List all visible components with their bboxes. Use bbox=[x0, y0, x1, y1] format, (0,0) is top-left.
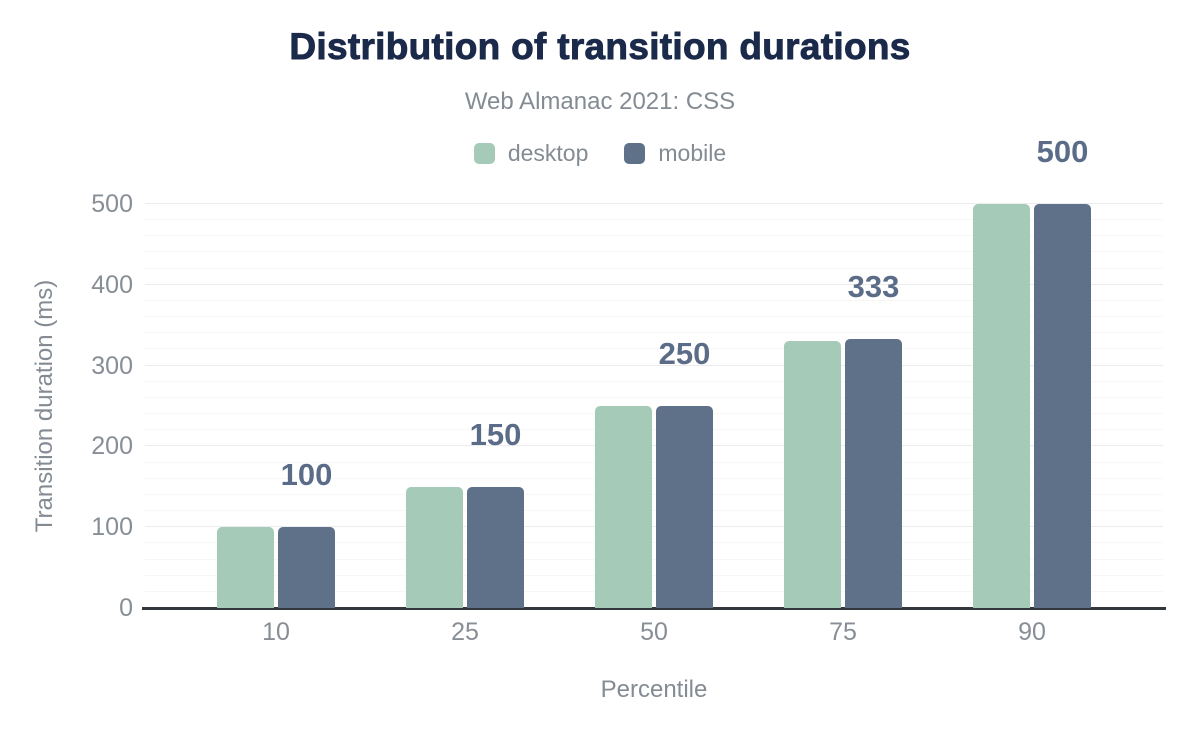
gridline-minor-360 bbox=[145, 316, 1163, 318]
gridline-major-200 bbox=[145, 445, 1163, 447]
y-tick-label-300: 300 bbox=[91, 351, 133, 380]
legend-swatch-mobile bbox=[624, 143, 646, 164]
gridline-minor-280 bbox=[145, 380, 1163, 382]
gridline-minor-160 bbox=[145, 477, 1163, 479]
legend-item-desktop[interactable]: desktop bbox=[473, 140, 589, 167]
bar-mobile-p25[interactable] bbox=[467, 486, 524, 608]
gridline-minor-20 bbox=[145, 590, 1163, 592]
gridline-minor-180 bbox=[145, 461, 1163, 463]
x-tick-label-50: 50 bbox=[640, 618, 668, 646]
bar-mobile-p75[interactable] bbox=[845, 338, 902, 608]
gridline-minor-440 bbox=[145, 251, 1163, 253]
x-axis-line bbox=[142, 607, 1166, 610]
gridline-minor-320 bbox=[145, 348, 1163, 350]
x-tick-label-75: 75 bbox=[829, 618, 857, 646]
bar-mobile-p50[interactable] bbox=[656, 406, 713, 608]
bar-desktop-p75[interactable] bbox=[784, 341, 841, 608]
gridline-minor-260 bbox=[145, 396, 1163, 398]
bar-mobile-p10[interactable] bbox=[278, 527, 335, 608]
gridline-minor-480 bbox=[145, 219, 1163, 221]
gridline-minor-60 bbox=[145, 558, 1163, 560]
gridline-minor-340 bbox=[145, 332, 1163, 334]
chart-subtitle: Web Almanac 2021: CSS bbox=[464, 88, 736, 115]
gridline-minor-420 bbox=[145, 267, 1163, 269]
value-label-p25: 150 bbox=[469, 416, 522, 452]
bar-mobile-p90[interactable] bbox=[1034, 204, 1091, 608]
gridline-minor-460 bbox=[145, 235, 1163, 237]
gridline-minor-80 bbox=[145, 542, 1163, 544]
gridline-minor-220 bbox=[145, 429, 1163, 431]
x-tick-label-10: 10 bbox=[262, 618, 290, 646]
legend-swatch-desktop bbox=[473, 143, 495, 164]
bar-desktop-p50[interactable] bbox=[595, 406, 652, 608]
gridline-minor-240 bbox=[145, 413, 1163, 415]
gridline-minor-380 bbox=[145, 299, 1163, 301]
gridline-minor-140 bbox=[145, 493, 1163, 495]
value-label-p50: 250 bbox=[658, 336, 711, 371]
plot-area: 100 150 250 333 500 bbox=[142, 134, 1166, 610]
legend-label: mobile bbox=[658, 140, 727, 166]
bar-desktop-p25[interactable] bbox=[406, 486, 463, 608]
value-label-p90: 500 bbox=[1036, 134, 1089, 169]
value-label-p75: 333 bbox=[847, 268, 900, 304]
y-axis-title: Transition duration (ms) bbox=[31, 279, 58, 533]
gridline-major-500 bbox=[145, 203, 1163, 204]
legend-label: desktop bbox=[507, 140, 589, 166]
chart-title: Distribution of transition durations bbox=[289, 26, 911, 68]
y-tick-label-200: 200 bbox=[91, 432, 133, 461]
bar-desktop-p90[interactable] bbox=[973, 204, 1030, 608]
gridline-minor-40 bbox=[145, 574, 1163, 576]
x-tick-label-90: 90 bbox=[1018, 618, 1046, 646]
gridline-minor-120 bbox=[145, 510, 1163, 512]
gridline-major-100 bbox=[145, 526, 1163, 528]
y-tick-label-100: 100 bbox=[91, 513, 133, 542]
legend: desktop mobile bbox=[0, 140, 1200, 167]
legend-item-mobile[interactable]: mobile bbox=[624, 140, 726, 167]
gridline-major-400 bbox=[145, 283, 1163, 285]
gridline-major-300 bbox=[145, 364, 1163, 366]
y-tick-label-500: 500 bbox=[91, 190, 133, 218]
y-tick-label-400: 400 bbox=[91, 270, 133, 299]
bar-desktop-p10[interactable] bbox=[217, 527, 274, 608]
value-label-p10: 100 bbox=[280, 457, 333, 493]
x-axis-title: Percentile bbox=[600, 676, 708, 703]
y-tick-label-0: 0 bbox=[119, 594, 133, 622]
x-tick-label-25: 25 bbox=[451, 618, 479, 646]
